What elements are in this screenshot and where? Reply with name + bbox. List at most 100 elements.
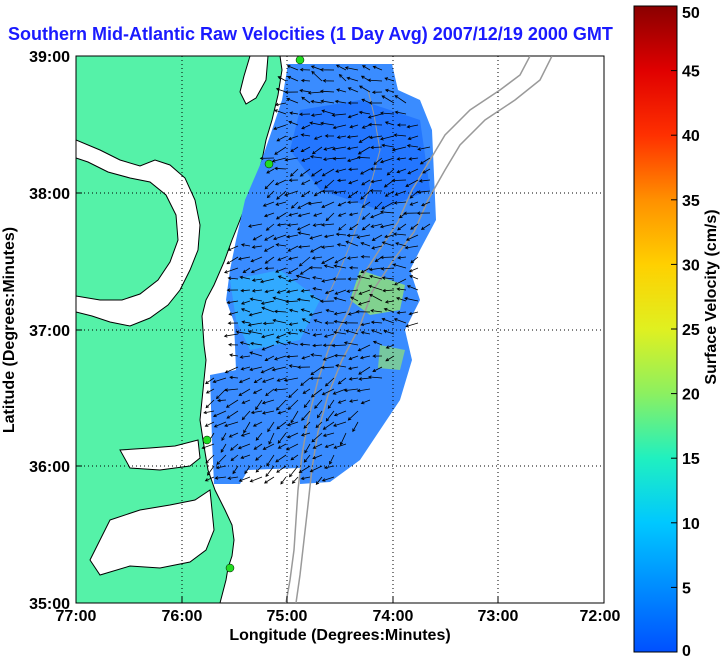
chesapeake-bay xyxy=(76,139,201,327)
current-vector xyxy=(259,156,275,161)
current-vector xyxy=(276,465,287,473)
current-vector xyxy=(337,377,347,385)
current-vector xyxy=(348,167,359,172)
current-vector xyxy=(332,277,347,281)
x-tick-label: 77:00 xyxy=(56,608,97,625)
current-vector xyxy=(204,377,215,385)
current-vector xyxy=(273,388,287,392)
current-vector xyxy=(300,179,311,185)
current-vector xyxy=(226,410,239,419)
current-vector xyxy=(409,190,419,199)
colorbar-tick-label: 5 xyxy=(682,580,691,597)
current-vector xyxy=(381,241,395,247)
current-vector xyxy=(207,465,215,476)
current-vector xyxy=(332,124,347,130)
current-vector xyxy=(313,190,323,197)
current-vector xyxy=(255,454,263,461)
x-tick-label: 74:00 xyxy=(373,608,414,625)
current-vector xyxy=(380,266,395,271)
current-vector xyxy=(335,64,347,71)
colorbar xyxy=(633,5,678,653)
current-vector xyxy=(310,99,323,104)
current-vector xyxy=(301,124,311,130)
current-vector xyxy=(226,300,239,305)
current-vector xyxy=(331,343,347,348)
current-vector xyxy=(347,200,359,204)
current-vector xyxy=(406,124,419,129)
current-vector xyxy=(421,201,431,207)
current-vector xyxy=(331,113,347,117)
current-vector xyxy=(360,242,371,247)
current-vector xyxy=(379,255,395,260)
current-vector xyxy=(309,465,323,473)
current-vector xyxy=(255,399,263,411)
current-vector xyxy=(290,410,299,424)
current-vector xyxy=(369,294,383,302)
current-vector xyxy=(372,65,383,71)
current-vector xyxy=(274,102,287,107)
current-vector xyxy=(397,223,407,231)
current-vector xyxy=(237,443,251,450)
current-vector xyxy=(297,245,311,249)
colorbar-tick-label: 15 xyxy=(682,451,700,468)
current-vector xyxy=(266,190,275,199)
colorbar-tick-label: 25 xyxy=(682,322,700,339)
current-vector xyxy=(381,143,395,148)
current-vector xyxy=(201,443,215,450)
current-vector xyxy=(309,121,323,126)
current-vector xyxy=(403,211,419,216)
y-tick-label: 35:00 xyxy=(29,596,70,613)
current-vector xyxy=(241,399,251,404)
current-vector xyxy=(372,340,383,346)
current-vector xyxy=(271,366,287,372)
current-vector xyxy=(287,421,299,427)
current-vector xyxy=(334,256,347,264)
current-vector xyxy=(271,157,287,163)
current-vector xyxy=(360,322,371,327)
current-vector xyxy=(329,454,335,465)
current-vector xyxy=(322,421,335,430)
current-vector xyxy=(335,168,347,173)
current-vector xyxy=(287,256,299,261)
current-vector xyxy=(214,476,227,480)
current-vector xyxy=(227,245,239,251)
current-vector xyxy=(232,465,239,475)
current-vector xyxy=(347,410,359,421)
current-vector xyxy=(286,432,299,439)
current-vector xyxy=(349,266,359,270)
current-vector xyxy=(264,476,275,484)
current-vector xyxy=(361,212,371,220)
x-tick-label: 73:00 xyxy=(478,608,519,625)
current-vector xyxy=(393,201,407,205)
current-vector xyxy=(368,122,383,127)
current-vector xyxy=(298,465,311,474)
current-vector xyxy=(299,168,311,177)
current-vector xyxy=(241,320,251,324)
current-vector xyxy=(406,285,419,291)
current-vector xyxy=(301,157,311,162)
x-tick-label: 72:00 xyxy=(580,608,621,625)
current-vector xyxy=(285,443,299,451)
current-vector xyxy=(370,179,383,184)
current-vector xyxy=(288,308,299,313)
current-vector xyxy=(296,223,311,231)
current-vector xyxy=(381,317,395,324)
current-vector xyxy=(371,90,383,94)
current-vector xyxy=(334,99,347,104)
current-vector xyxy=(229,375,239,380)
current-vector xyxy=(290,454,299,461)
current-vector xyxy=(274,179,287,186)
current-vector xyxy=(299,267,311,275)
current-vector xyxy=(228,311,239,316)
current-vector xyxy=(416,190,431,194)
current-vector xyxy=(301,318,311,324)
current-vector xyxy=(224,366,239,374)
current-vector xyxy=(261,344,275,351)
current-vector xyxy=(287,75,299,82)
current-vector xyxy=(297,201,311,209)
current-vector xyxy=(316,410,323,419)
current-vector xyxy=(277,275,287,280)
current-vector xyxy=(395,242,407,247)
current-vector xyxy=(324,179,335,189)
current-vector xyxy=(369,274,383,280)
